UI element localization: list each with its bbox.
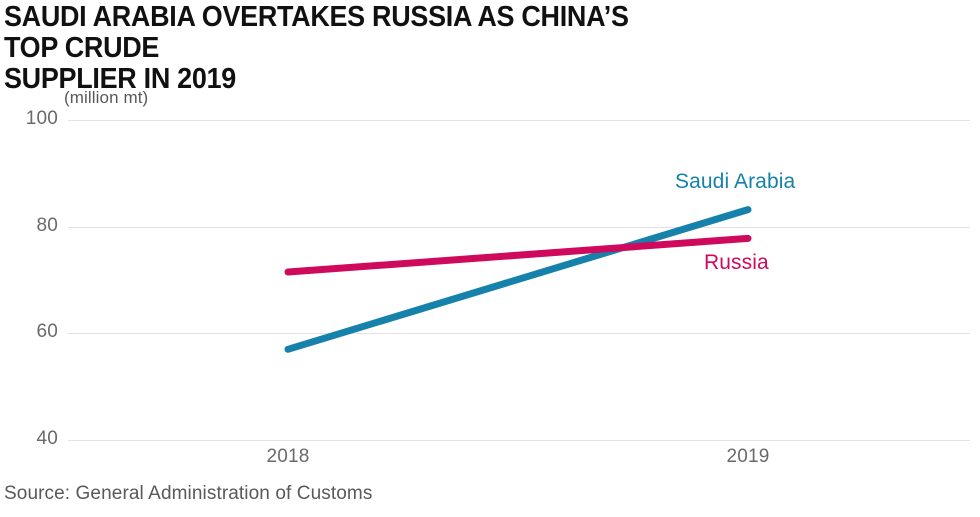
x-tick-label-2018: 2018 [266,446,310,467]
y-tick-label-80: 80 [36,215,58,236]
series-label-russia: Russia [704,251,769,274]
y-tick-label-60: 60 [36,321,58,342]
source-note: Source: General Administration of Custom… [4,483,373,504]
gridline-100 [68,120,970,121]
gridline-60 [68,333,970,334]
gridline-80 [68,227,970,228]
line-series-russia [284,234,752,276]
y-tick-label-40: 40 [36,428,58,449]
series-label-saudi-arabia: Saudi Arabia [675,170,796,193]
gridline-40 [68,440,970,441]
y-tick-label-100: 100 [25,108,58,129]
line-series-saudi-arabia [284,206,752,353]
chart-title: SAUDI ARABIA OVERTAKES RUSSIA AS CHINA’S… [4,1,629,95]
y-axis-units-label: (million mt) [64,88,149,107]
x-tick-label-2019: 2019 [726,446,770,467]
